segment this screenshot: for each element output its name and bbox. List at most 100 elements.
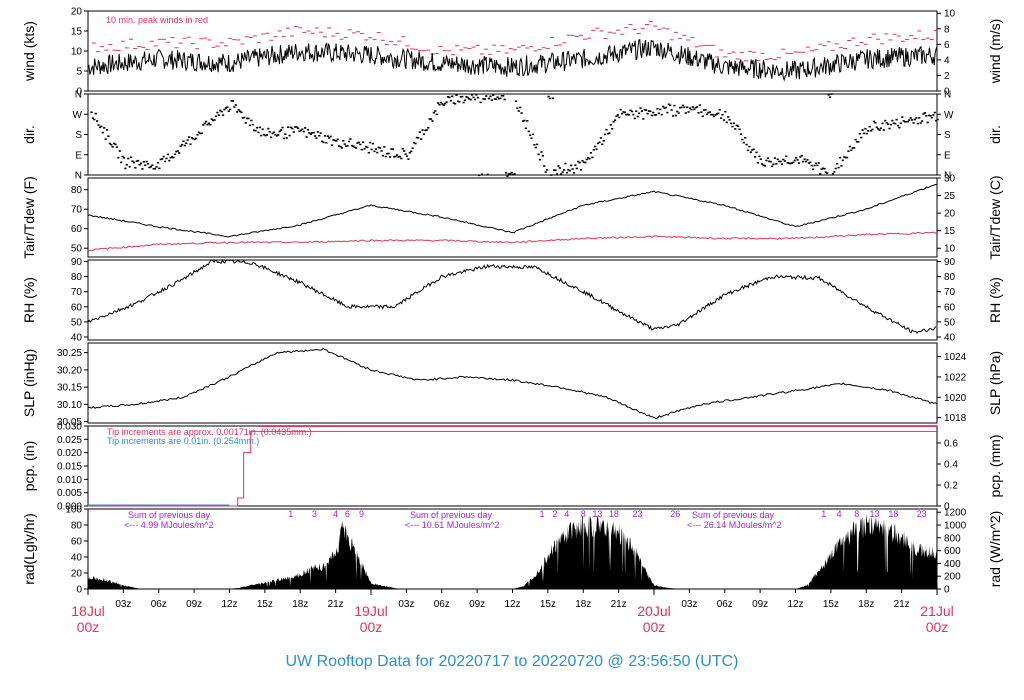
dir-point [210,118,213,121]
dir-point [691,106,694,108]
rad-right-tick-label: 400 [944,559,961,570]
hour-tick-label: 12z [787,599,803,610]
rad-right-tick-label: 1000 [944,521,967,532]
hour-tick-label: 03z [398,599,414,610]
dir-point [493,98,496,100]
dir-point [374,148,377,150]
dir-point [725,121,728,124]
dir-point [671,115,675,117]
dir-point [514,100,518,103]
dir-point [187,136,191,138]
dir-point [468,98,471,100]
dir-point [752,148,755,151]
dir-point [620,112,624,115]
dir-point [551,97,554,100]
dir-point [630,110,634,113]
dir-point [166,153,169,156]
dir-point [628,114,631,116]
dir-point [333,139,336,142]
uv-index-label: 4 [564,509,569,519]
dir-point [131,160,134,162]
dir-point [714,114,717,116]
dir-point [175,150,178,153]
wind-frame [87,10,938,92]
dir-point [882,129,885,131]
dir-point [524,127,527,130]
dir-point [724,110,727,113]
dir-point [741,138,744,141]
dir-point [475,93,478,96]
dir-point [720,117,723,119]
dir-point [861,129,864,131]
dir-point [352,145,355,148]
dir-point [495,98,498,100]
dir-point [857,140,860,143]
dir-point [104,138,107,140]
dir-left-tick-label: N [75,171,82,182]
slp-left-tick-label: 30.25 [57,348,82,359]
dir-point [782,158,785,161]
dir-point [110,143,113,146]
dir-point [577,160,580,163]
hour-tick-label: 03z [115,599,131,610]
dir-point [738,128,741,131]
uv-index-label: 1 [821,509,826,519]
dir-left-tick-label: N [75,90,82,101]
dir-point [94,112,97,115]
dir-point [189,143,192,146]
dir-point [312,131,315,134]
dir-point [486,173,489,176]
pcp-panel: pcp. (in) pcp. (mm) 0.000 0.005 0.010 0.015 0.… [21,422,1003,513]
temp-left-tick-label: 80 [71,185,83,196]
dir-point [527,130,530,133]
pcp-left-tick-label: 0.025 [57,435,82,446]
dir-point [323,135,327,137]
hour-tick-label: 09z [752,599,768,610]
dir-point [773,157,777,159]
dir-point [357,141,360,144]
wind-left-tick-label: 0 [76,87,82,98]
dir-point [448,96,451,99]
dir-point [841,159,844,162]
dir-point [785,155,788,158]
dir-point [916,122,919,125]
dir-point [216,111,219,114]
dir-point [223,108,226,111]
dir-point [350,144,353,147]
dir-point [864,127,867,130]
wind-right-tick-label: 2 [944,71,950,82]
dir-point [253,129,256,132]
dir-point [155,166,158,168]
dir-point [557,165,560,167]
dir-point [520,112,523,114]
dir-point [319,132,322,134]
pcp-left-tick-label: 0.010 [57,475,82,486]
dir-point [530,137,533,140]
rad-sum-value: <--- 10.61 MJoules/m^2 [405,520,500,530]
hour-tick-label: 15z [823,599,839,610]
dir-point [744,136,747,139]
rh-left-tick-label: 90 [71,257,83,268]
dir-point [296,127,300,130]
dir-point [718,109,721,111]
dir-point [322,141,325,144]
dir-point [759,158,762,161]
hour-tick-label: 21z [328,599,344,610]
dir-point [868,125,871,128]
dir-point [545,169,549,171]
dir-point [615,115,618,118]
dir-point [913,118,917,121]
hour-tick-label: 06z [717,599,733,610]
dir-point [384,155,387,158]
uv-index-label: 26 [670,509,680,519]
dir-point [415,136,419,139]
dir-point [793,159,796,162]
dir-point [265,134,269,136]
dir-point [819,173,822,175]
dir-point [731,125,734,128]
rad-left-tick-label: 40 [71,553,83,564]
dir-point [370,148,373,151]
rh-left-tick-label: 60 [71,302,83,313]
hour-tick-label: 09z [469,599,485,610]
dir-point [565,171,568,174]
